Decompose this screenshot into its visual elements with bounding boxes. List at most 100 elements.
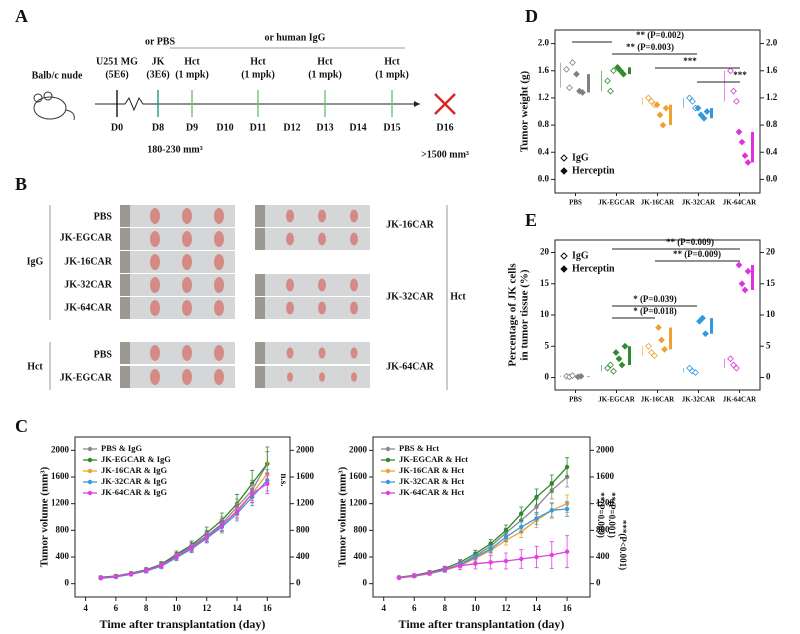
data-point	[143, 568, 149, 573]
tumor	[150, 369, 160, 385]
data-point	[549, 552, 554, 558]
x-tick-label: 10	[471, 603, 481, 613]
top-label: or PBS	[145, 36, 176, 47]
tumor	[214, 300, 224, 316]
tumor	[318, 232, 326, 246]
ruler	[255, 342, 265, 364]
x-tick-label: JK-32CAR	[682, 396, 716, 404]
legend-marker	[560, 154, 568, 162]
panel-label: A	[15, 6, 28, 26]
data-point	[617, 67, 624, 75]
data-point	[563, 66, 570, 73]
x-tick-label: 12	[202, 603, 212, 613]
note: 180-230 mm³	[147, 144, 203, 155]
photo	[255, 366, 370, 388]
photo	[120, 366, 235, 388]
data-point	[620, 70, 627, 78]
row-label: JK-16CAR	[64, 256, 113, 267]
row-label: JK-16CAR	[386, 219, 435, 230]
legend-label: JK-64CAR & IgG	[101, 487, 167, 497]
tumor	[286, 347, 294, 359]
y-tick-label: 1600	[51, 471, 70, 481]
y-axis-label: Percentage of JK cells	[507, 263, 519, 367]
row-label: JK-32CAR	[64, 279, 113, 290]
data-point	[656, 111, 664, 119]
legend-label: JK-16CAR & Hct	[399, 465, 464, 475]
photo	[255, 297, 370, 319]
data-point	[648, 97, 655, 105]
data-point	[735, 128, 743, 136]
tumor	[182, 208, 192, 224]
y2-tick-label: 400	[596, 551, 610, 561]
y2-tick-label: 0	[766, 372, 771, 382]
start-label: Balb/c nude	[32, 70, 83, 81]
legend-label: PBS & IgG	[101, 443, 142, 453]
data-point	[204, 534, 209, 540]
x-tick-label: PBS	[569, 199, 582, 207]
data-point	[569, 59, 576, 66]
tumor	[351, 372, 357, 382]
x-tick-label: 8	[443, 603, 448, 613]
day-label: D8	[152, 122, 164, 133]
tumor	[318, 278, 326, 292]
annotation: **(P=0.001)	[607, 492, 617, 538]
y2-tick-label: 0.4	[766, 146, 778, 156]
data-point	[564, 474, 570, 480]
data-point	[519, 524, 524, 530]
legend-marker	[87, 468, 93, 474]
event-sub: (5E6)	[105, 69, 128, 80]
tumor	[214, 369, 224, 385]
tumor	[150, 277, 160, 293]
series-line	[398, 508, 568, 579]
x-tick-label: 12	[501, 603, 511, 613]
photo	[255, 274, 370, 296]
series-line	[398, 551, 568, 579]
tumor	[150, 254, 160, 270]
ruler	[120, 297, 130, 319]
x-tick-label: 4	[83, 603, 88, 613]
photo	[120, 342, 235, 364]
day-label: D11	[250, 122, 267, 133]
data-point	[457, 563, 463, 568]
y-tick-label: 800	[354, 524, 368, 534]
panel-label: D	[525, 6, 538, 26]
annotation: ** (P=0.002)	[636, 30, 684, 40]
y-axis-label: Tumor volume (mm³)	[39, 466, 51, 567]
event-label: JK	[152, 56, 165, 67]
note: >1500 mm³	[421, 149, 469, 160]
x-tick-label: 16	[563, 603, 573, 613]
tumor	[182, 277, 192, 293]
data-point	[727, 355, 734, 363]
photo	[120, 228, 235, 250]
legend-marker	[87, 446, 93, 452]
data-point	[661, 346, 668, 353]
legend-marker	[385, 446, 391, 452]
tumor	[214, 208, 224, 224]
data-point	[396, 575, 402, 580]
data-point	[534, 504, 539, 510]
annotation: * (P=0.039)	[633, 294, 677, 304]
day-label: D16	[436, 122, 453, 133]
annotation: ***(P<0.001)	[618, 520, 628, 570]
mouse-icon	[33, 91, 75, 121]
tumor	[150, 208, 160, 224]
data-point	[618, 361, 626, 369]
data-point	[566, 84, 573, 92]
y-tick-label: 0	[363, 578, 368, 588]
data-point	[662, 104, 670, 112]
data-point	[534, 516, 539, 521]
data-point	[488, 541, 493, 546]
data-point	[689, 97, 696, 105]
x-tick-label: JK-32CAR	[682, 199, 716, 207]
data-point	[735, 261, 743, 269]
data-point	[534, 494, 539, 500]
tumor	[350, 232, 358, 246]
data-point	[442, 566, 448, 572]
annotation: ** (P=0.009)	[673, 249, 721, 259]
data-point	[503, 558, 509, 564]
x-tick-label: JK-16CAR	[641, 396, 675, 404]
annotation: **(P=0.009)	[596, 492, 606, 538]
legend-marker	[87, 490, 93, 496]
data-point	[473, 561, 478, 566]
y2-tick-label: 2.0	[766, 38, 778, 48]
